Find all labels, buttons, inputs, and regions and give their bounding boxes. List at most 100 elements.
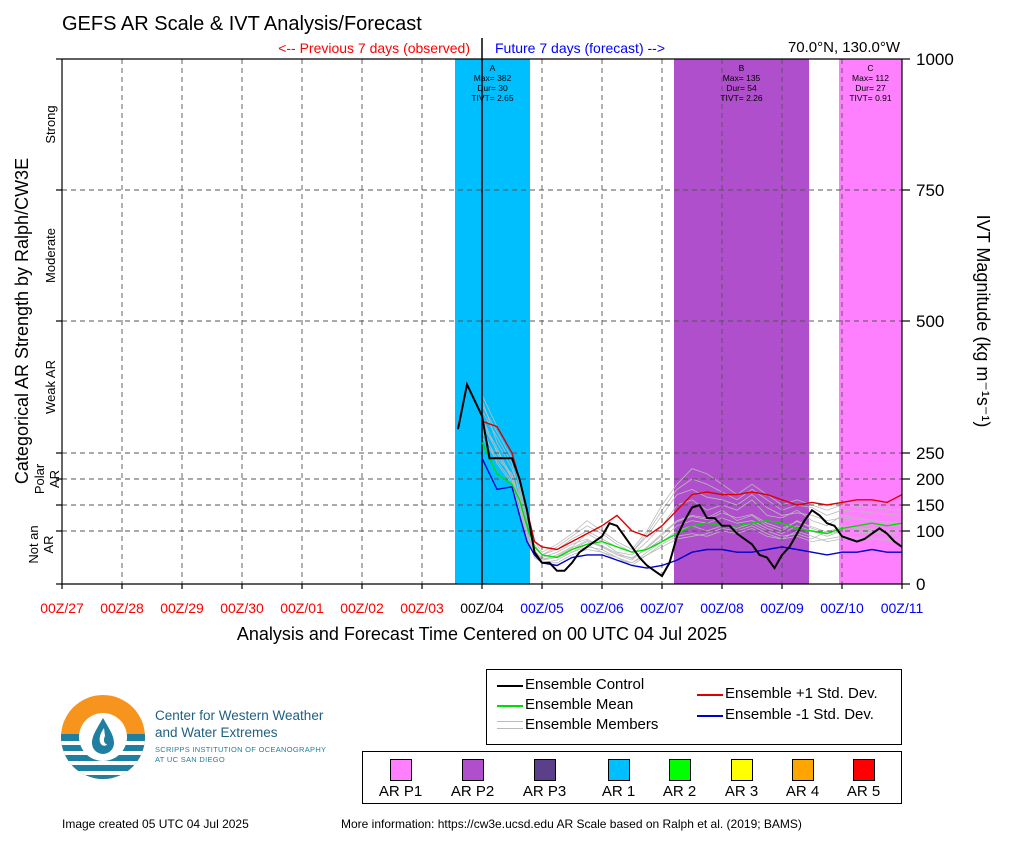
legend-label-plus-std: Ensemble +1 Std. Dev. [725, 685, 878, 702]
event-max: Max= 135 [723, 73, 761, 83]
left-axis-title: Categorical AR Strength by Ralph/CW3E [12, 158, 32, 484]
ar-scale-label: AR 5 [846, 783, 881, 800]
x-tick-label: 00Z/29 [160, 600, 204, 616]
y-tick-label: 150 [916, 496, 944, 515]
event-duration: Dur= 27 [855, 83, 886, 93]
category-label-text: Strong [43, 105, 58, 143]
legend-swatch-control [497, 685, 523, 687]
category-label-text: Weak AR [43, 360, 58, 414]
right-axis-title-group: IVT Magnitude (kg m⁻¹s⁻¹) [973, 215, 993, 428]
event-tivt: TIVT= 2.65 [471, 93, 514, 103]
series-line [481, 420, 903, 551]
category-label-part: AR [41, 535, 56, 553]
ensemble-member-line [481, 423, 903, 560]
series-line [457, 381, 903, 578]
event-tivt: TIVT= 0.91 [849, 93, 892, 103]
category-label-text: Moderate [43, 228, 58, 283]
category-label: Moderate [43, 228, 58, 283]
x-tick-label: 00Z/04 [460, 600, 504, 616]
ar-scale-label: AR 4 [785, 783, 820, 800]
ar-scale-item: AR 2 [652, 759, 707, 800]
future-days-label: Future 7 days (forecast) --> [495, 40, 665, 56]
ar-scale-label: AR P1 [378, 783, 423, 800]
x-tick-label: 00Z/08 [700, 600, 744, 616]
x-tick-label: 00Z/11 [881, 600, 924, 616]
category-label-part: Not an [26, 525, 41, 563]
ar-event-band [839, 59, 902, 584]
x-tick-label: 00Z/03 [400, 600, 444, 616]
y-tick-label: 500 [916, 312, 944, 331]
x-tick-label: 00Z/05 [520, 600, 564, 616]
x-tick-label: 00Z/09 [760, 600, 804, 616]
ar-scale-label: AR P2 [450, 783, 495, 800]
ar-scale-label: AR 3 [724, 783, 759, 800]
ar-scale-swatch [791, 759, 814, 781]
ar-scale-swatch [389, 759, 412, 781]
ar-scale-item: AR 5 [836, 759, 891, 800]
axes [56, 58, 910, 589]
ar-scale-swatch [607, 759, 630, 781]
event-label: C [867, 63, 873, 73]
category-label: Weak AR [43, 360, 58, 414]
y-tick-label: 200 [916, 470, 944, 489]
ar-scale-item: AR 1 [591, 759, 646, 800]
y-tick-label: 0 [916, 575, 925, 594]
x-tick-label: 00Z/28 [100, 600, 144, 616]
logo-name-line2: and Water Extremes [155, 725, 278, 740]
ar-scale-label: AR 1 [601, 783, 636, 800]
x-tick-label: 00Z/30 [220, 600, 264, 616]
ar-scale-item: AR P3 [517, 759, 572, 800]
ar-scale-label: AR 2 [662, 783, 697, 800]
ar-scale-item: AR 4 [775, 759, 830, 800]
logo-name-line1: Center for Western Weather [155, 708, 324, 723]
cw3e-logo-icon [61, 695, 145, 779]
location-label: 70.0°N, 130.0°W [788, 39, 901, 56]
y-tick-label: 250 [916, 444, 944, 463]
x-tick-label: 00Z/02 [340, 600, 384, 616]
category-label: Strong [43, 105, 58, 143]
event-tivt: TIVT= 2.26 [720, 93, 763, 103]
more-info-text: More information: https://cw3e.ucsd.edu … [341, 817, 802, 831]
event-max: Max= 112 [852, 73, 889, 83]
left-axis-title-group: Categorical AR Strength by Ralph/CW3E [12, 158, 32, 484]
x-tick-label: 00Z/27 [40, 600, 84, 616]
category-label-part: Polar [32, 463, 47, 494]
x-tick-label: 00Z/01 [280, 600, 324, 616]
legend-swatch-plus-std [697, 694, 723, 696]
legend-swatch-members [497, 721, 523, 729]
ar-scale-item: AR P2 [445, 759, 500, 800]
y-tick-label: 750 [916, 181, 944, 200]
series-lines [457, 381, 903, 578]
ar-scale-swatch [461, 759, 484, 781]
logo-sub-line2: AT UC SAN DIEGO [155, 755, 226, 764]
legend-swatch-mean [497, 705, 523, 707]
event-duration: Dur= 54 [726, 83, 757, 93]
x-tick-label: 00Z/07 [640, 600, 684, 616]
ar-scale-item: AR 3 [714, 759, 769, 800]
category-label-part: AR [47, 470, 62, 488]
event-label: B [739, 63, 745, 73]
series-line [481, 457, 902, 569]
x-tick-label: 00Z/10 [820, 600, 864, 616]
legend-swatch-minus-std [697, 715, 723, 717]
ar-event-bands [455, 59, 902, 584]
x-tick-label: 00Z/06 [580, 600, 624, 616]
event-label: A [490, 63, 496, 73]
event-max: Max= 382 [474, 73, 512, 83]
ar-scale-swatch [730, 759, 753, 781]
right-axis-title: IVT Magnitude (kg m⁻¹s⁻¹) [973, 215, 993, 428]
image-created-text: Image created 05 UTC 04 Jul 2025 [62, 817, 249, 831]
ar-scale-item: AR P1 [373, 759, 428, 800]
grid-lines [62, 38, 902, 584]
legend-box: Ensemble Control Ensemble Mean Ensemble … [486, 669, 902, 745]
legend-label-minus-std: Ensemble -1 Std. Dev. [725, 706, 874, 723]
ar-scale-swatch [533, 759, 556, 781]
previous-days-label: <-- Previous 7 days (observed) [278, 40, 470, 56]
legend-label-mean: Ensemble Mean [525, 696, 634, 713]
y-tick-label: 100 [916, 522, 944, 541]
ar-scale-label: AR P3 [522, 783, 567, 800]
